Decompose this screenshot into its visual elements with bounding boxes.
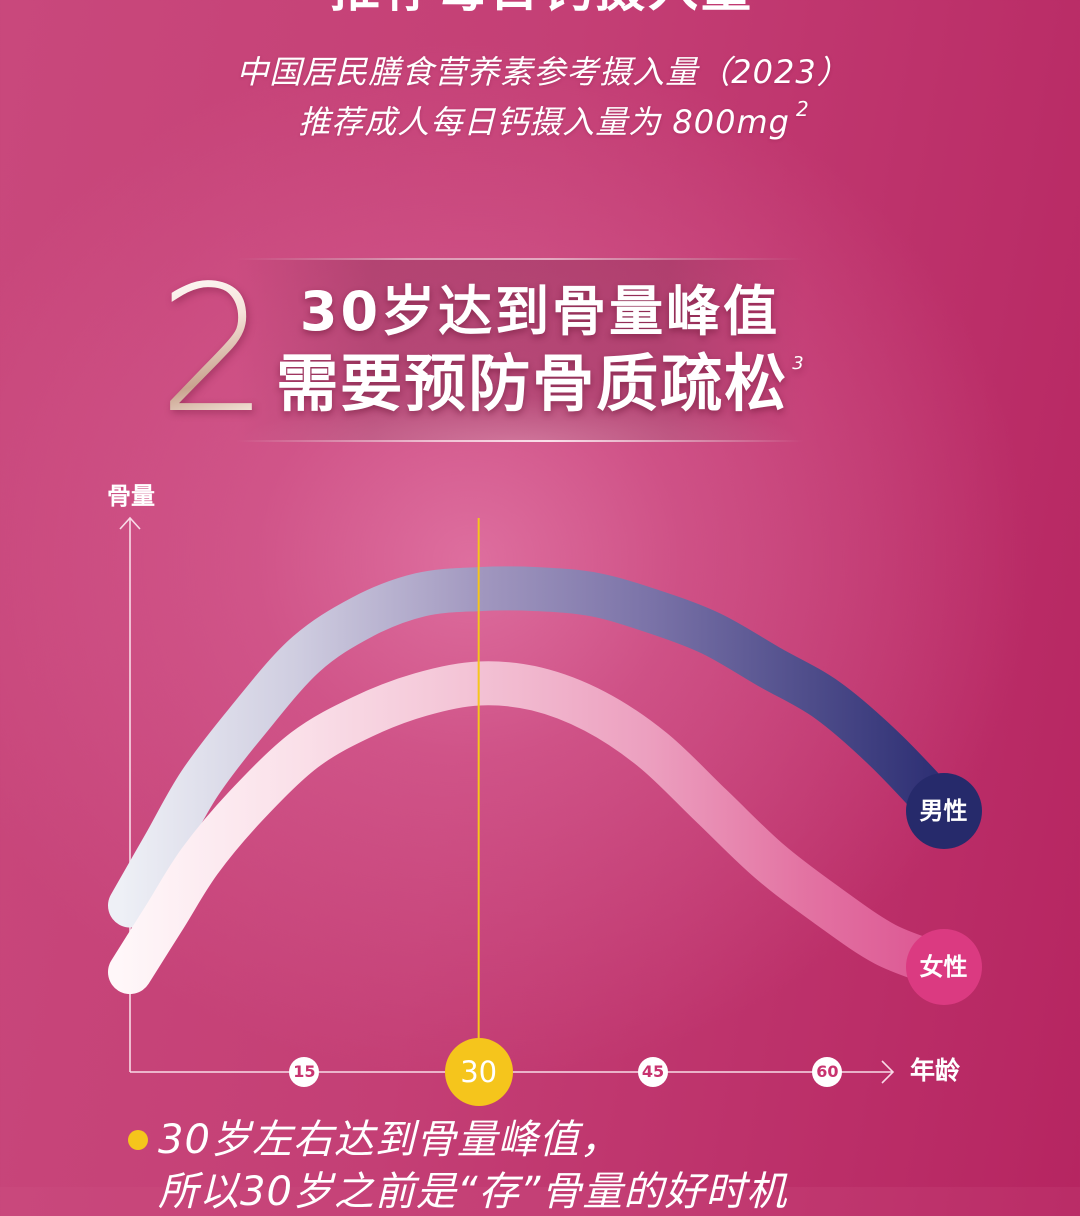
recommended-intake-line: 推荐成人每日钙摄入量为 800mg 2: [0, 99, 1080, 142]
page-title: 推荐每日钙摄入量: [0, 0, 1080, 14]
footnote-ref-3: 3: [792, 353, 804, 374]
x-tick-label-45: 45: [638, 1057, 668, 1087]
section-banner: [236, 258, 804, 442]
section-title-line-2-text: 需要预防骨质疏松: [276, 347, 789, 420]
x-axis-label: 年龄: [910, 1056, 961, 1085]
footnote-ref-2: 2: [796, 97, 810, 121]
x-tick-label-60: 60: [812, 1057, 843, 1087]
bone-mass-chart: 骨量 年龄 15 30 45 60 男性 女性: [107, 482, 982, 1106]
section-title-line-1: 30岁达到骨量峰值: [299, 280, 781, 343]
reference-source-line: 中国居民膳食营养素参考摄入量（2023）: [236, 53, 850, 91]
chart-canvas: [108, 516, 966, 1084]
series-end-label-female: 女性: [905, 928, 982, 1005]
x-tick-label-30: 30: [444, 1038, 513, 1106]
series-end-label-male: 男性: [905, 773, 982, 850]
recommended-intake-text: 推荐成人每日钙摄入量为 800mg: [298, 103, 790, 141]
conclusion-line-1: 30岁左右达到骨量峰值，: [158, 1117, 621, 1163]
bullet-dot: [128, 1130, 148, 1150]
x-tick-label-15: 15: [289, 1057, 320, 1087]
conclusion-line-2: 所以30岁之前是“存”骨量的好时机: [158, 1169, 788, 1215]
y-axis-arrow: [119, 516, 141, 530]
banner-top-rule: [236, 258, 804, 260]
series-line-female: [108, 661, 966, 995]
section-number: 2: [158, 249, 270, 452]
y-axis-label: 骨量: [107, 482, 155, 510]
banner-bottom-rule: [236, 440, 804, 442]
x-axis-arrow: [881, 1060, 895, 1084]
section-title-line-2: 需要预防骨质疏松 3: [0, 353, 1080, 415]
series-line-male: [108, 566, 966, 928]
